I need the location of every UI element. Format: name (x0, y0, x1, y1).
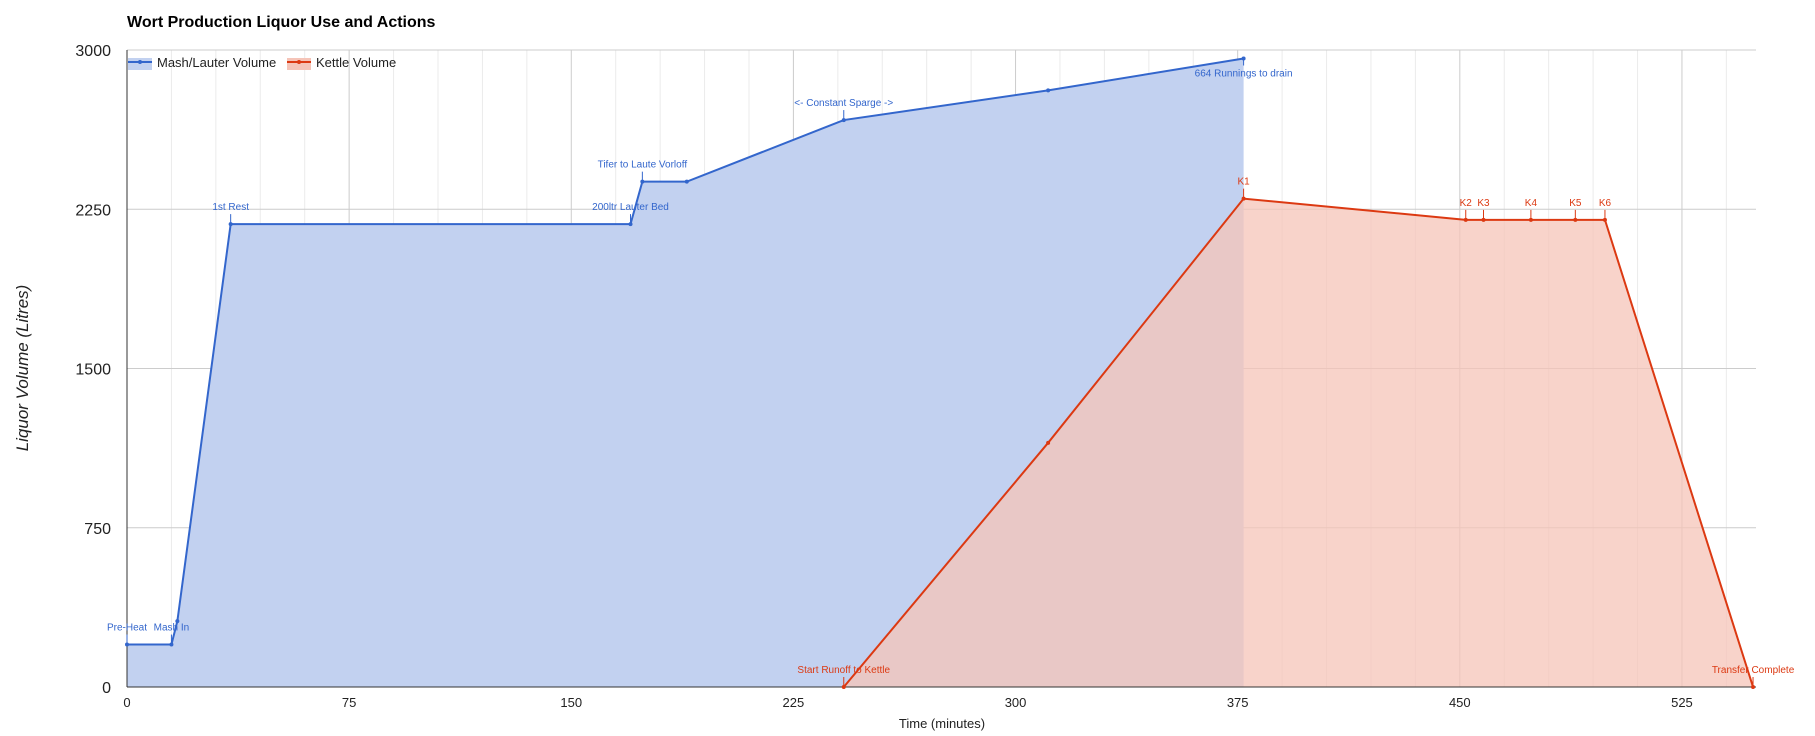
tick-labels: 0 75 150 225 300 375 450 525 0 750 1500 2250 3000 (75, 43, 1692, 710)
annotation-label: 1st Rest (212, 202, 249, 213)
annotation-label: K6 (1599, 198, 1612, 209)
x-tick-label: 450 (1449, 695, 1471, 710)
annotation-label: K2 (1460, 198, 1473, 209)
x-tick-label: 375 (1227, 695, 1249, 710)
chart-title: Wort Production Liquor Use and Actions (127, 14, 436, 31)
y-tick-label: 3000 (75, 43, 111, 60)
annotation-label: Pre-Heat (107, 623, 147, 634)
legend[interactable]: Mash/Lauter Volume Kettle Volume (128, 55, 396, 70)
y-tick-label: 0 (102, 680, 111, 697)
series-areas (127, 58, 1754, 687)
legend-item-kettle[interactable]: Kettle Volume (287, 55, 396, 70)
data-point-mash-lauter (175, 619, 180, 624)
annotation-label: K3 (1477, 198, 1490, 209)
annotation-label: 200ltr Lauter Bed (592, 202, 669, 213)
series-area-mash-lauter (127, 58, 1244, 687)
annotation-label: Start Runoff to Kettle (797, 665, 890, 676)
y-axis-title: Liquor Volume (Litres) (13, 285, 32, 452)
axes (126, 50, 1756, 688)
annotation-label: K1 (1237, 177, 1250, 188)
annotation-label: Tifer to Laute Vorloff (598, 160, 688, 171)
annotation-label: K4 (1525, 198, 1538, 209)
annotation-label: Mash In (154, 623, 190, 634)
annotation-label: <- Constant Sparge -> (794, 98, 893, 109)
legend-label-mash: Mash/Lauter Volume (157, 55, 276, 70)
x-tick-label: 150 (560, 695, 582, 710)
series-area-kettle (843, 198, 1754, 687)
y-tick-label: 2250 (75, 202, 111, 219)
annotation-label: K5 (1569, 198, 1582, 209)
x-tick-label: 525 (1671, 695, 1693, 710)
legend-marker-kettle (297, 60, 301, 64)
legend-item-mash[interactable]: Mash/Lauter Volume (128, 55, 276, 70)
legend-label-kettle: Kettle Volume (316, 55, 396, 70)
legend-marker-mash (138, 60, 142, 64)
series-line-mash-lauter (127, 57, 1244, 646)
data-point-mash-lauter (684, 179, 689, 184)
x-tick-label: 75 (342, 695, 356, 710)
data-point-kettle (1046, 440, 1051, 445)
y-tick-label: 750 (84, 521, 111, 538)
x-tick-label: 0 (123, 695, 130, 710)
x-tick-label: 225 (783, 695, 805, 710)
data-point-mash-lauter (1046, 88, 1051, 93)
x-axis-title: Time (minutes) (899, 716, 985, 731)
x-tick-label: 300 (1005, 695, 1027, 710)
annotation-label: 664 Runnings to drain (1195, 68, 1293, 79)
annotations: Pre-Heat Mash In 1st Rest 200ltr Lauter Bed… (107, 58, 1795, 687)
annotation-label: Transfer Complete (1712, 665, 1795, 676)
y-tick-label: 1500 (75, 362, 111, 379)
